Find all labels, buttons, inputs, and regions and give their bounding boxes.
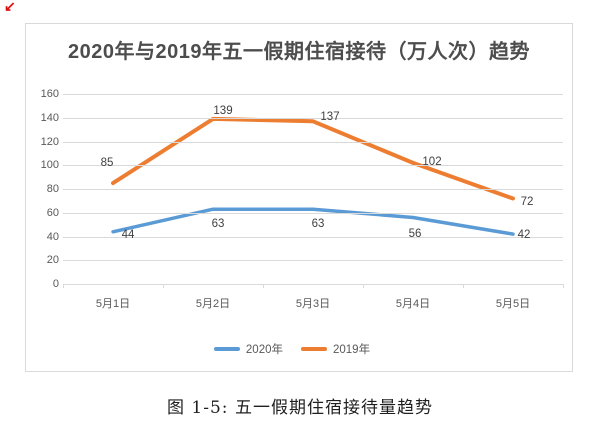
x-tick-mark bbox=[263, 284, 264, 288]
gridline bbox=[63, 165, 563, 167]
data-label: 139 bbox=[213, 104, 233, 117]
x-category-label: 5月5日 bbox=[495, 298, 531, 310]
y-tick-label: 60 bbox=[46, 206, 59, 219]
chart-image[interactable]: 2020年与2019年五一假期住宿接待（万人次）趋势 160 140 120 100 8… bbox=[25, 23, 573, 372]
x-category-label: 5月4日 bbox=[395, 298, 431, 310]
x-tick-mark bbox=[363, 284, 364, 288]
x-tick-mark bbox=[163, 284, 164, 288]
y-tick-label: 100 bbox=[40, 159, 59, 172]
x-category-label: 5月1日 bbox=[95, 298, 131, 310]
x-tick-mark bbox=[463, 284, 464, 288]
data-label: 44 bbox=[121, 228, 135, 241]
x-tick-mark bbox=[563, 284, 564, 288]
legend: 2020年 2019年 bbox=[26, 341, 558, 357]
plot-area: 44 63 63 56 42 85 139 137 102 72 bbox=[63, 94, 564, 288]
data-label: 102 bbox=[422, 155, 442, 168]
gridline bbox=[63, 284, 563, 285]
data-label: 63 bbox=[211, 218, 225, 231]
x-axis: 5月1日 5月2日 5月3日 5月4日 5月5日 bbox=[63, 295, 563, 310]
data-label: 85 bbox=[100, 157, 114, 170]
gridline bbox=[63, 141, 563, 143]
y-tick-label: 120 bbox=[40, 135, 59, 148]
x-category-label: 5月2日 bbox=[195, 298, 231, 310]
data-label: 56 bbox=[408, 227, 422, 240]
y-axis: 160 140 120 100 80 60 40 20 0 bbox=[29, 88, 59, 290]
series-line-2019年 bbox=[111, 116, 515, 201]
gridline bbox=[63, 212, 563, 214]
figure-caption: 图 1-5: 五一假期住宿接待量趋势 bbox=[167, 398, 433, 418]
y-tick-label: 20 bbox=[46, 254, 59, 267]
legend-label: 2020年 bbox=[245, 344, 283, 356]
gridline bbox=[63, 189, 563, 190]
y-tick-label: 80 bbox=[46, 183, 59, 195]
gridline bbox=[63, 94, 563, 95]
legend-swatch bbox=[213, 347, 240, 351]
series-line-2020年 bbox=[111, 207, 515, 236]
red-annotation-mark: ↙ bbox=[4, 0, 16, 14]
y-tick-label: 40 bbox=[46, 230, 59, 243]
legend-swatch bbox=[301, 347, 327, 351]
data-label: 72 bbox=[520, 195, 534, 208]
legend-item-2020年: 2020年 bbox=[213, 341, 283, 357]
x-category-label: 5月3日 bbox=[295, 298, 331, 310]
legend-item-2019年: 2019年 bbox=[301, 341, 370, 357]
gridline bbox=[63, 260, 563, 262]
gridline bbox=[63, 236, 563, 238]
y-tick-label: 140 bbox=[40, 111, 59, 124]
y-tick-label: 0 bbox=[52, 278, 59, 290]
data-label: 137 bbox=[320, 111, 340, 124]
y-tick-label: 160 bbox=[40, 88, 59, 100]
chart-title: 2020年与2019年五一假期住宿接待（万人次）趋势 bbox=[68, 41, 530, 63]
legend-label: 2019年 bbox=[333, 344, 371, 356]
gridline bbox=[63, 117, 563, 119]
data-label: 63 bbox=[311, 218, 325, 231]
x-tick-mark bbox=[63, 284, 64, 288]
data-label: 42 bbox=[517, 229, 531, 242]
